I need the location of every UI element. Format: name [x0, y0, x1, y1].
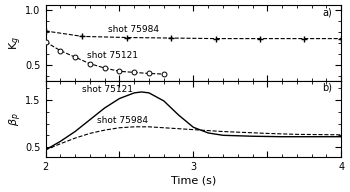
- X-axis label: Time (s): Time (s): [171, 175, 216, 185]
- Text: shot 75984: shot 75984: [97, 116, 148, 125]
- Text: shot 75121: shot 75121: [87, 51, 138, 60]
- Text: shot 75984: shot 75984: [107, 25, 159, 34]
- Y-axis label: $\beta_p$: $\beta_p$: [7, 113, 24, 126]
- Text: shot 75121: shot 75121: [83, 85, 133, 94]
- Text: a): a): [323, 7, 332, 17]
- Text: b): b): [322, 83, 332, 93]
- Y-axis label: K$_g$: K$_g$: [7, 36, 24, 50]
